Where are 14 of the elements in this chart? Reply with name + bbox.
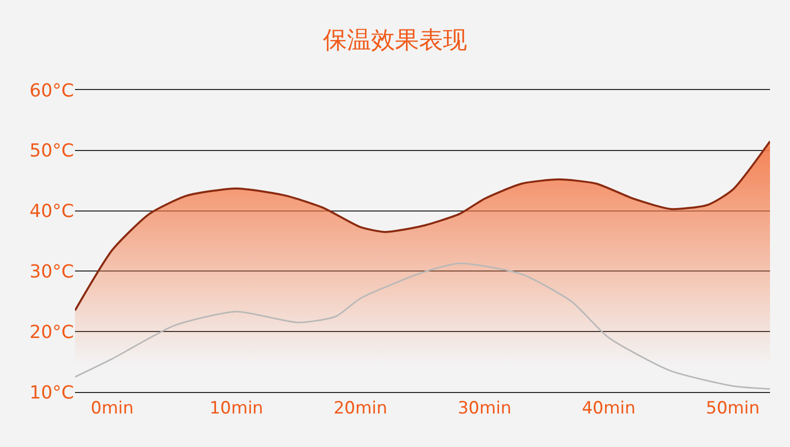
chart-title: 保温效果表现 [323,26,467,54]
y-tick-label: 20°C [30,322,74,343]
y-tick-label: 30°C [30,262,74,282]
x-tick-label: 20min [334,398,388,418]
x-tick-label: 30min [458,398,512,418]
y-tick-label: 40°C [30,201,74,222]
line-series [75,262,770,390]
y-tick-label: 10°C [30,382,74,404]
x-tick-label: 0min [90,398,134,418]
x-tick-label: 50min [706,398,760,418]
x-tick-label: 10min [209,398,264,418]
y-tick-label: 60°C [30,80,74,102]
x-tick-label: 40min [582,398,636,418]
y-tick-label: 50°C [30,140,74,162]
